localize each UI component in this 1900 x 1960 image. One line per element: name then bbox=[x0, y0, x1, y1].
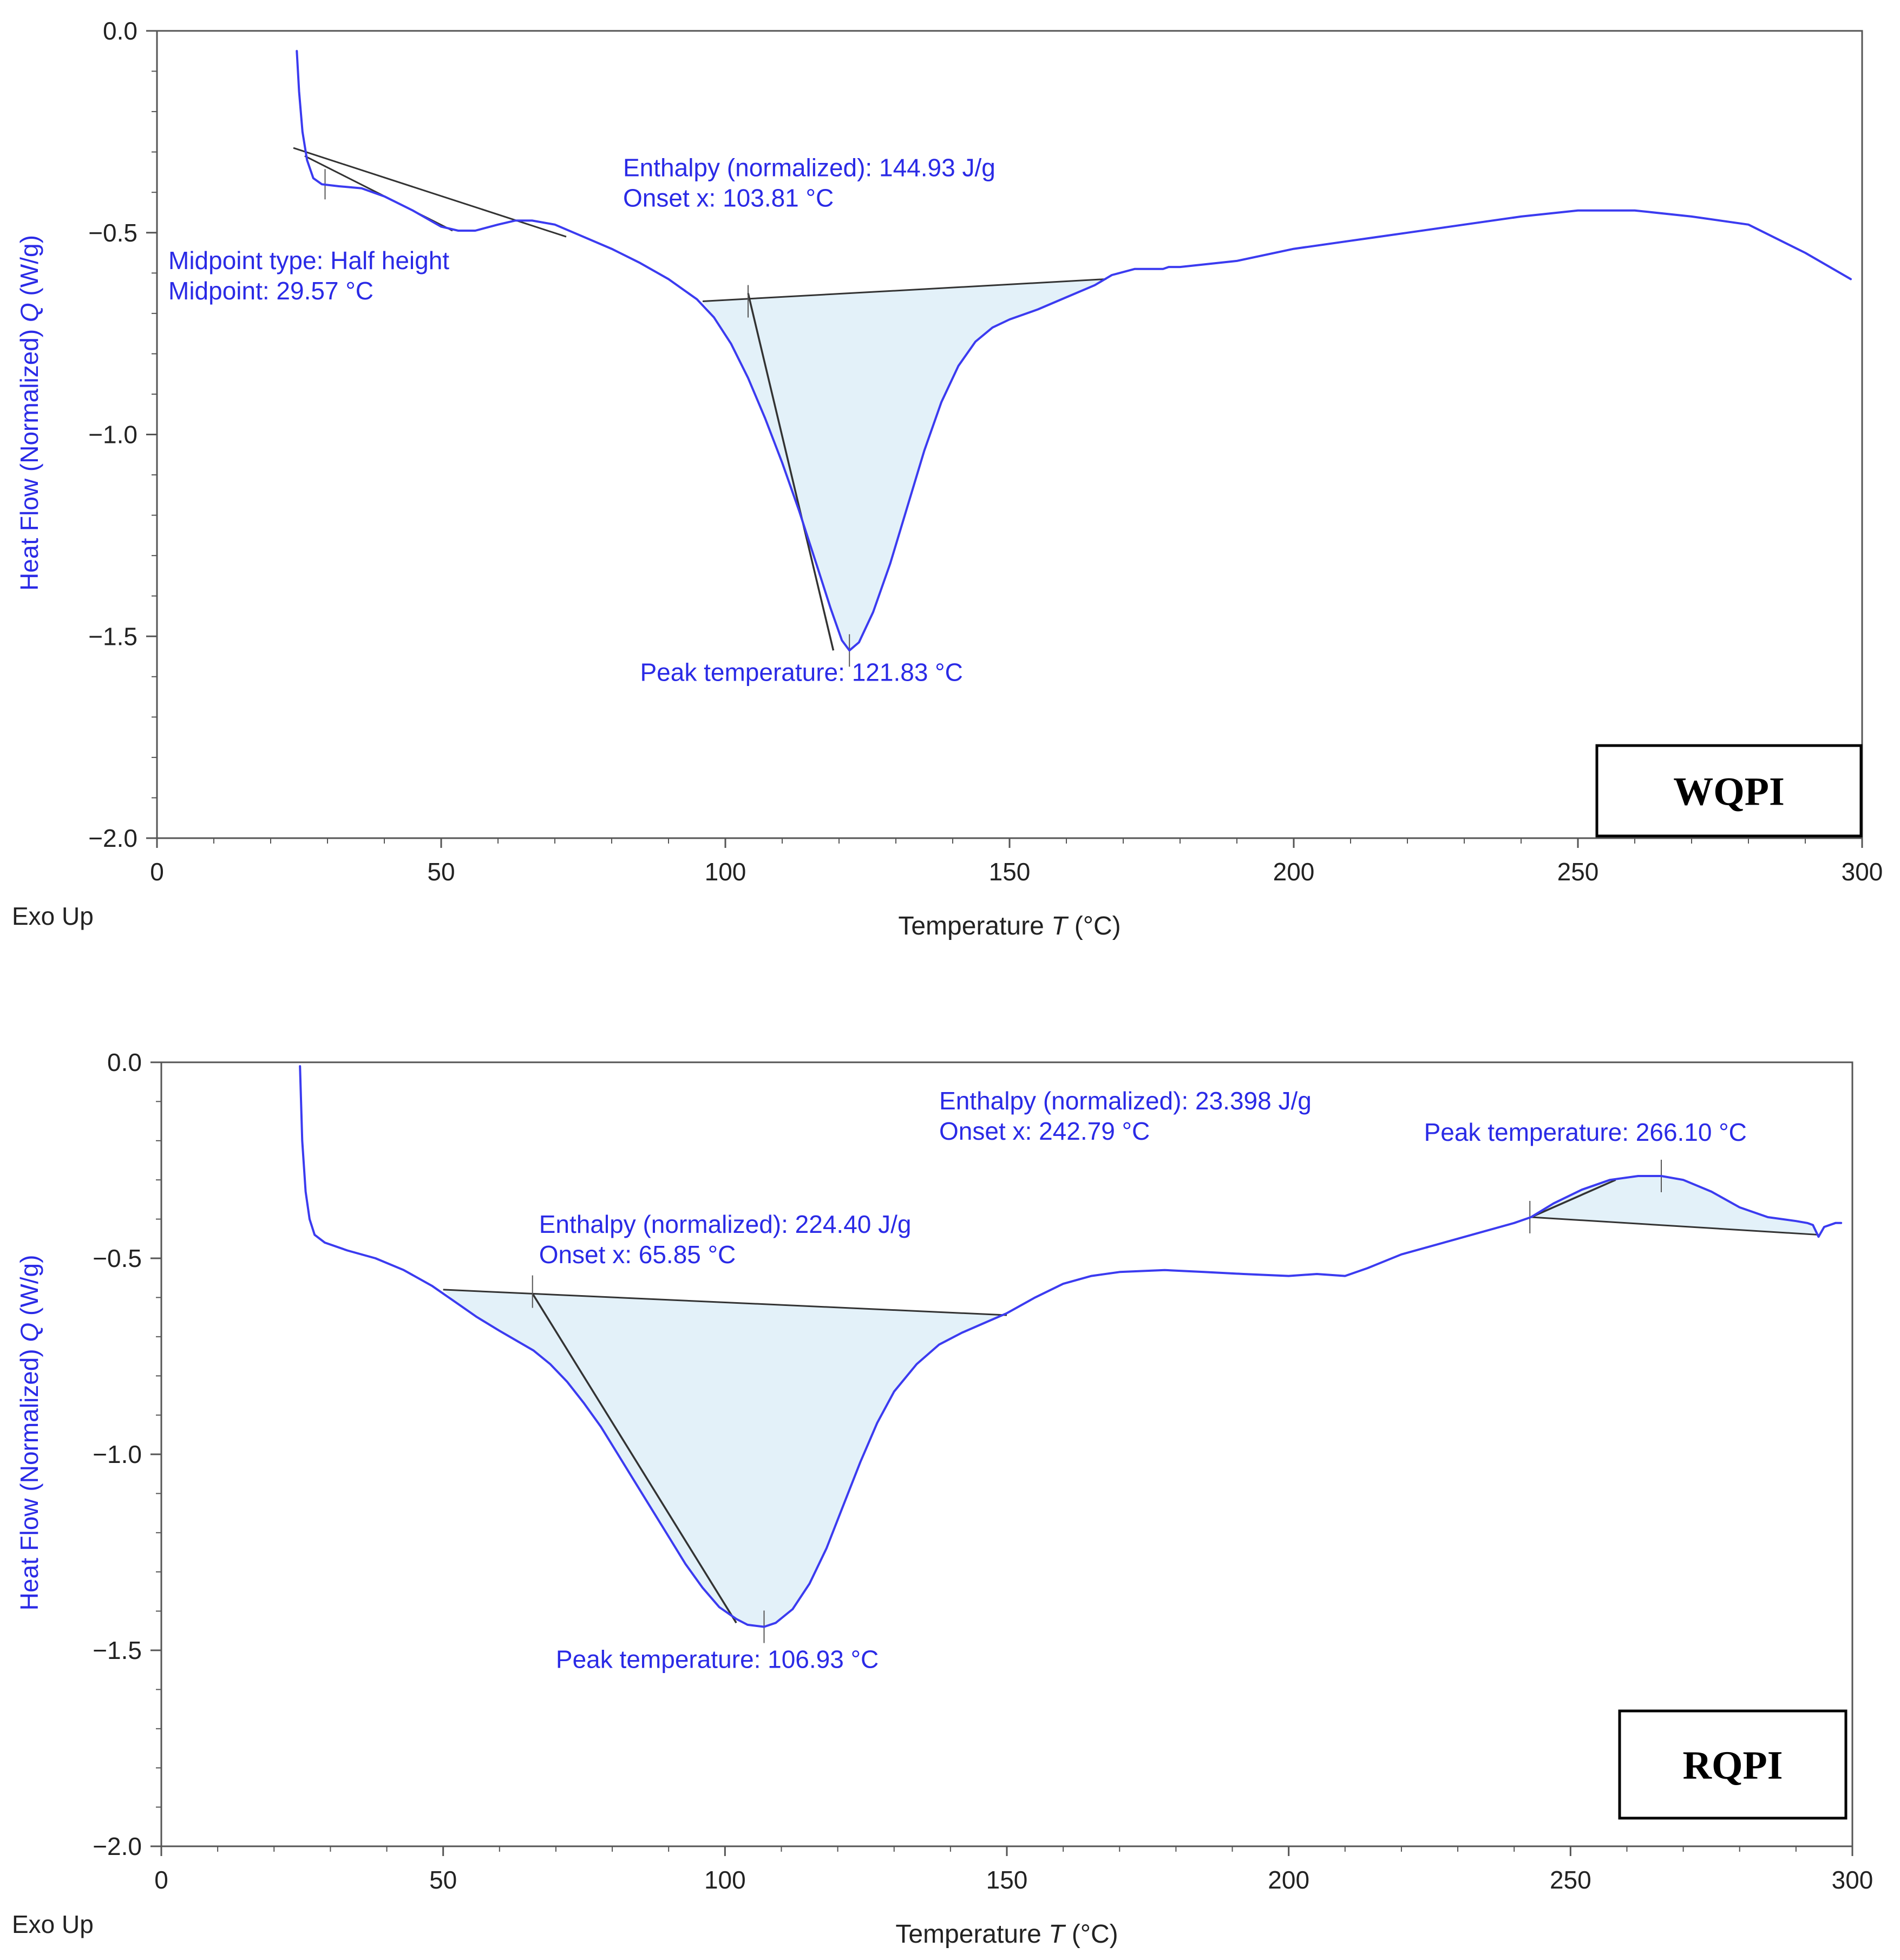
sample-label: WQPI bbox=[1673, 770, 1785, 814]
endotherm-baseline-1 bbox=[443, 1289, 1007, 1316]
exo-up-label: Exo Up bbox=[12, 902, 94, 930]
endotherm-area-1 bbox=[703, 279, 1106, 651]
x-axis-label-main: Temperature bbox=[898, 912, 1051, 940]
y-tick-label: −0.5 bbox=[93, 1244, 142, 1272]
sample-label-box bbox=[1595, 744, 1863, 838]
onset-tangent-2 bbox=[1530, 1179, 1616, 1218]
y-tick-label: −1.5 bbox=[93, 1636, 142, 1664]
x-tick-label: 100 bbox=[704, 1866, 746, 1894]
x-axis-label-unit: (°C) bbox=[1064, 1920, 1118, 1949]
x-tick-label: 250 bbox=[1550, 1866, 1591, 1894]
x-axis-label: Temperature T (°C) bbox=[898, 912, 1121, 940]
annotation-3-line-1: Enthalpy (normalized): 224.40 J/g bbox=[539, 1210, 912, 1238]
y-tick-label: −2.0 bbox=[93, 1832, 142, 1860]
sample-label: RQPI bbox=[1683, 1743, 1783, 1788]
x-tick-label: 50 bbox=[427, 858, 455, 886]
x-axis-label-unit: (°C) bbox=[1067, 912, 1121, 940]
onset-tangent-1 bbox=[532, 1293, 737, 1624]
annotation-1-line-2: Onset x: 242.79 °C bbox=[939, 1117, 1150, 1145]
heat-flow-curve bbox=[299, 1065, 1843, 1628]
glass-transition-tangent bbox=[293, 147, 567, 238]
y-axis-label-unit: (W/g) bbox=[15, 1255, 43, 1323]
endotherm-area-2 bbox=[1531, 1176, 1819, 1237]
y-tick-label: −1.0 bbox=[88, 421, 137, 449]
annotation-2-line-1: Midpoint type: Half height bbox=[168, 246, 449, 275]
x-tick-label: 300 bbox=[1842, 858, 1883, 886]
y-axis-label: Heat Flow (Normalized) Q (W/g) bbox=[15, 1255, 43, 1611]
y-tick-label: −1.0 bbox=[93, 1440, 142, 1468]
chart-rqpi: 0 50 100 150 200 250 300 0.0 −0.5 −1.0 −1.5 −2.0 Tem… bbox=[12, 1048, 1873, 1949]
sample-label-box bbox=[1618, 1709, 1847, 1820]
x-axis-label-main: Temperature bbox=[895, 1920, 1049, 1949]
endotherm-baseline-1 bbox=[702, 278, 1106, 302]
y-tick-label: 0.0 bbox=[107, 1048, 142, 1076]
x-tick-label: 100 bbox=[705, 858, 746, 886]
y-axis-label: Heat Flow (Normalized) Q (W/g) bbox=[15, 235, 43, 591]
chart-wqpi: 0 50 100 150 200 250 300 0.0 −0.5 −1.0 −1.5 −2.0 Tem… bbox=[12, 17, 1883, 940]
y-axis-label-symbol: Q bbox=[15, 303, 43, 322]
annotation-2-line-2: Midpoint: 29.57 °C bbox=[168, 277, 374, 305]
endotherm-area-1 bbox=[443, 1289, 1007, 1627]
y-axis-label-unit: (W/g) bbox=[15, 235, 43, 303]
heat-flow-curve bbox=[296, 50, 1852, 652]
y-axis-label-symbol: Q bbox=[15, 1323, 43, 1342]
annotation-1-line-1: Enthalpy (normalized): 144.93 J/g bbox=[623, 153, 995, 181]
plot-frame bbox=[156, 30, 1863, 839]
annotation-4-line-1: Peak temperature: 106.93 °C bbox=[556, 1645, 879, 1674]
x-tick-label: 200 bbox=[1268, 1866, 1309, 1894]
x-tick-label: 250 bbox=[1557, 858, 1599, 886]
x-axis-label: Temperature T (°C) bbox=[895, 1920, 1118, 1949]
x-tick-label: 200 bbox=[1273, 858, 1315, 886]
annotation-1-line-2: Onset x: 103.81 °C bbox=[623, 184, 834, 212]
annotation-3-line-2: Onset x: 65.85 °C bbox=[539, 1240, 736, 1269]
onset-tangent-1 bbox=[747, 293, 835, 651]
x-tick-label: 150 bbox=[986, 1866, 1028, 1894]
y-tick-label: 0.0 bbox=[103, 17, 137, 45]
annotation-1-line-1: Enthalpy (normalized): 23.398 J/g bbox=[939, 1087, 1312, 1115]
x-tick-label: 0 bbox=[154, 1866, 168, 1894]
x-tick-label: 0 bbox=[150, 858, 164, 886]
x-tick-label: 150 bbox=[989, 858, 1031, 886]
y-axis-label-main: Heat Flow (Normalized) bbox=[15, 1342, 43, 1611]
y-tick-label: −1.5 bbox=[88, 622, 137, 650]
y-tick-label: −2.0 bbox=[88, 824, 137, 852]
x-tick-label: 300 bbox=[1832, 1866, 1873, 1894]
y-tick-label: −0.5 bbox=[88, 219, 137, 247]
exo-up-label: Exo Up bbox=[12, 1910, 94, 1938]
y-axis-label-main: Heat Flow (Normalized) bbox=[15, 322, 43, 591]
annotation-3-line-1: Peak temperature: 121.83 °C bbox=[640, 658, 963, 686]
endotherm-baseline-2 bbox=[1531, 1216, 1819, 1236]
x-axis-label-symbol: T bbox=[1049, 1920, 1066, 1949]
annotation-2-line-1: Peak temperature: 266.10 °C bbox=[1424, 1118, 1747, 1146]
plot-frame bbox=[160, 1061, 1853, 1847]
x-tick-label: 50 bbox=[429, 1866, 457, 1894]
x-axis-label-symbol: T bbox=[1051, 912, 1069, 940]
